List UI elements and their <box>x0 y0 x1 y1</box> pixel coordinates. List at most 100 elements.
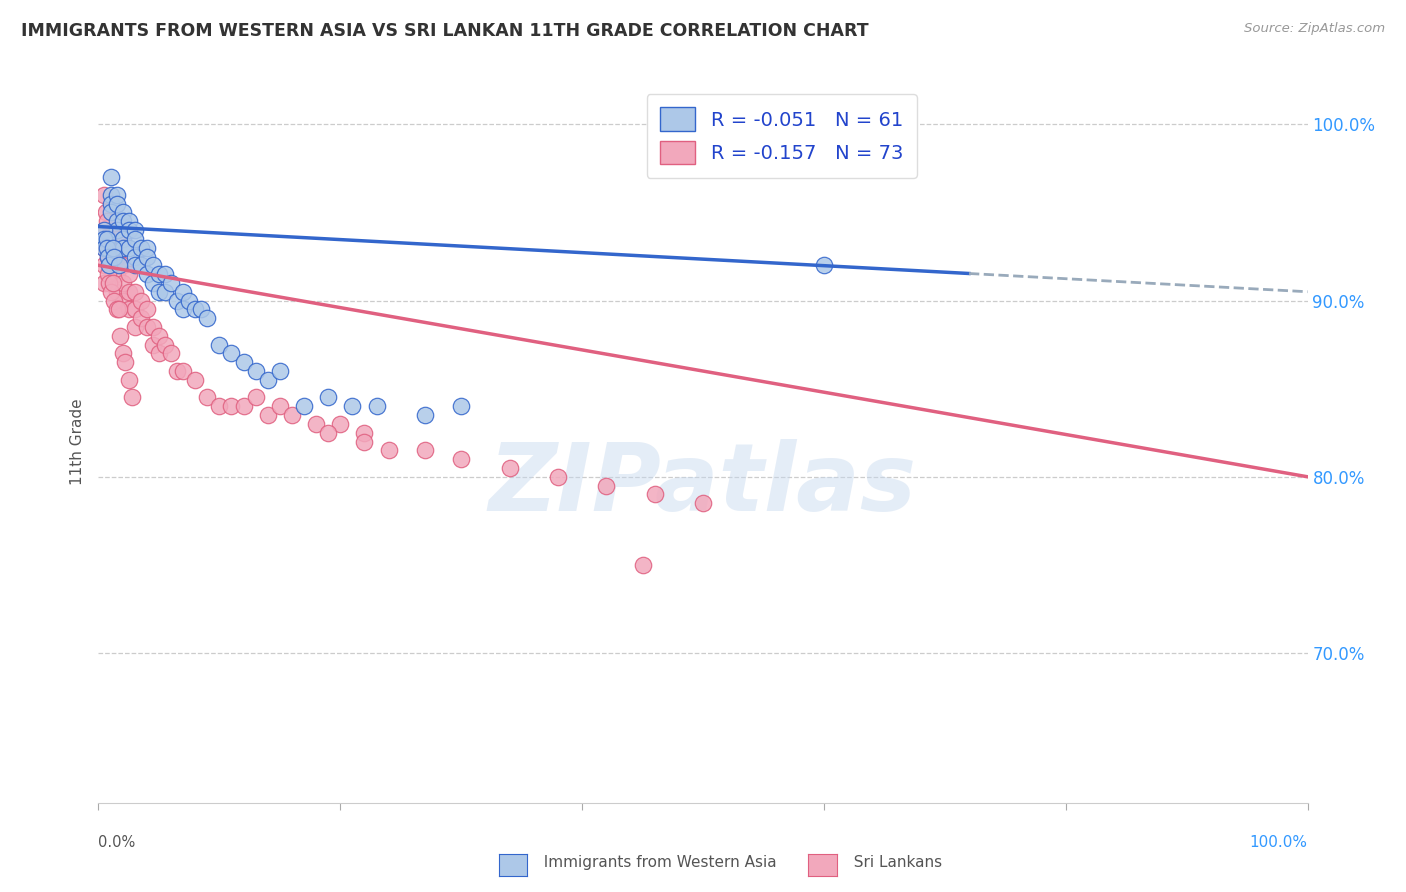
Point <box>93 241 115 255</box>
Point <box>269 364 291 378</box>
Point <box>269 399 291 413</box>
Point <box>142 276 165 290</box>
Point <box>94 205 117 219</box>
Point <box>184 373 207 387</box>
Point <box>105 267 128 281</box>
Point <box>121 391 143 405</box>
Point <box>281 408 304 422</box>
Point <box>108 328 131 343</box>
Point <box>100 258 122 272</box>
Point <box>195 311 218 326</box>
Point <box>166 364 188 378</box>
Point <box>105 285 128 299</box>
Point <box>93 187 115 202</box>
Point <box>135 267 157 281</box>
Point <box>93 276 115 290</box>
Point <box>100 187 122 202</box>
Point <box>93 223 115 237</box>
Point <box>413 408 436 422</box>
Point <box>111 276 134 290</box>
Point <box>413 443 436 458</box>
Point <box>342 399 364 413</box>
Point <box>221 346 243 360</box>
Point <box>97 250 120 264</box>
Point <box>118 373 141 387</box>
Point <box>160 346 183 360</box>
Text: Source: ZipAtlas.com: Source: ZipAtlas.com <box>1244 22 1385 36</box>
Point <box>316 391 339 405</box>
Point <box>172 364 194 378</box>
Point <box>118 214 141 228</box>
Point <box>96 214 118 228</box>
Point <box>305 417 328 431</box>
Point <box>118 285 141 299</box>
Text: 100.0%: 100.0% <box>1250 835 1308 850</box>
Point <box>184 302 207 317</box>
Point <box>813 258 835 272</box>
Point <box>101 241 124 255</box>
Point <box>221 399 243 413</box>
Point <box>142 320 165 334</box>
Point <box>100 196 122 211</box>
Point <box>114 355 136 369</box>
Point <box>111 214 134 228</box>
Point <box>129 241 152 255</box>
Point <box>153 285 176 299</box>
Point <box>153 267 176 281</box>
Point <box>172 285 194 299</box>
Point <box>353 425 375 440</box>
Point <box>111 241 134 255</box>
Point <box>148 328 170 343</box>
Point <box>166 293 188 308</box>
Point <box>105 196 128 211</box>
Point <box>153 337 176 351</box>
Point <box>148 346 170 360</box>
Text: ZIPatlas: ZIPatlas <box>489 439 917 531</box>
Point <box>93 241 115 255</box>
Point <box>148 267 170 281</box>
Point <box>96 232 118 246</box>
Point <box>595 478 617 492</box>
Legend: R = -0.051   N = 61, R = -0.157   N = 73: R = -0.051 N = 61, R = -0.157 N = 73 <box>647 94 917 178</box>
Point <box>160 276 183 290</box>
Point <box>100 170 122 185</box>
Text: 0.0%: 0.0% <box>98 835 135 850</box>
Point <box>124 320 146 334</box>
Point <box>105 232 128 246</box>
Point <box>129 293 152 308</box>
Point <box>179 293 201 308</box>
Point <box>256 373 278 387</box>
Text: IMMIGRANTS FROM WESTERN ASIA VS SRI LANKAN 11TH GRADE CORRELATION CHART: IMMIGRANTS FROM WESTERN ASIA VS SRI LANK… <box>21 22 869 40</box>
Point <box>105 187 128 202</box>
Point <box>316 425 339 440</box>
Point <box>631 558 654 572</box>
Point <box>124 258 146 272</box>
Point <box>208 337 231 351</box>
Point <box>97 232 120 246</box>
Point <box>124 250 146 264</box>
Point <box>100 285 122 299</box>
Point <box>118 302 141 317</box>
Point <box>98 276 121 290</box>
Point <box>118 267 141 281</box>
Point <box>195 391 218 405</box>
Point <box>232 355 254 369</box>
Point <box>142 258 165 272</box>
Point <box>190 302 212 317</box>
Point <box>101 276 124 290</box>
Text: Sri Lankans: Sri Lankans <box>844 855 942 870</box>
Point <box>172 302 194 317</box>
Point <box>97 250 120 264</box>
Point <box>103 250 125 264</box>
Point <box>124 223 146 237</box>
Point <box>450 399 472 413</box>
Point <box>135 250 157 264</box>
Point <box>377 443 399 458</box>
Point <box>135 241 157 255</box>
Point <box>100 241 122 255</box>
Point <box>692 496 714 510</box>
Y-axis label: 11th Grade: 11th Grade <box>70 398 86 485</box>
Point <box>135 302 157 317</box>
Point <box>232 399 254 413</box>
Point <box>105 214 128 228</box>
